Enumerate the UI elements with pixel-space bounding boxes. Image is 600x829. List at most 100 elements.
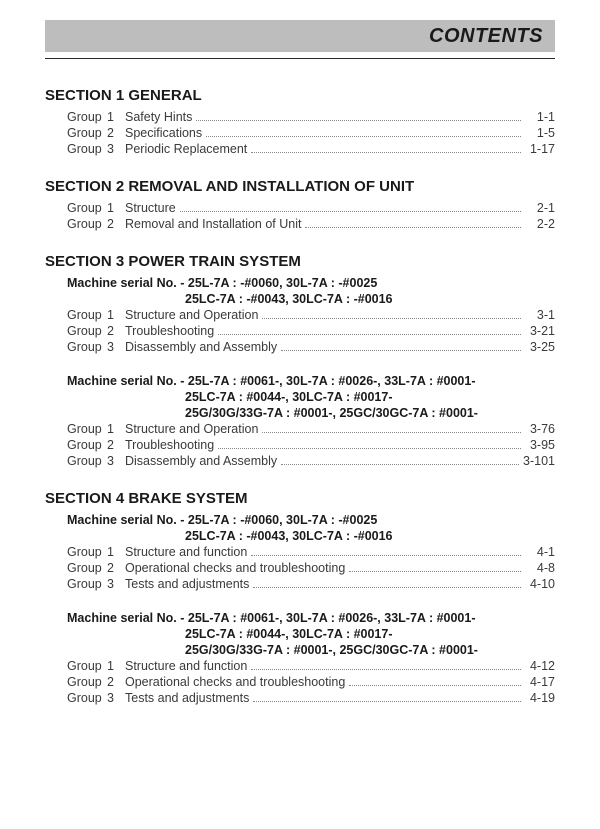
toc-entry-label: Troubleshooting (125, 438, 214, 452)
toc-entry-label: Structure (125, 201, 176, 215)
toc-page-number: 3-21 (525, 324, 555, 338)
machine-serial-note: Machine serial No. - 25L-7A : #0061-, 30… (67, 611, 555, 625)
header-title-bar: CONTENTS (45, 20, 555, 52)
toc-group-number: 3 (107, 340, 125, 354)
toc-group-number: 1 (107, 110, 125, 124)
toc-leader-dots (251, 555, 521, 556)
toc-leader-dots (180, 211, 521, 212)
toc-page-number: 4-8 (525, 561, 555, 575)
toc-row: Group1Structure and Operation3-1 (67, 308, 555, 322)
toc-entry-label: Troubleshooting (125, 324, 214, 338)
toc-row: Group2Troubleshooting 3-21 (67, 324, 555, 338)
toc-group-number: 1 (107, 422, 125, 436)
toc-row: Group2Operational checks and troubleshoo… (67, 561, 555, 575)
toc-page-number: 4-12 (525, 659, 555, 673)
toc-leader-dots (349, 685, 521, 686)
toc-page-number: 4-10 (525, 577, 555, 591)
toc-group-label: Group (67, 110, 107, 124)
toc-group-number: 2 (107, 126, 125, 140)
section-title: SECTION 1 GENERAL (45, 87, 555, 104)
toc-entry-label: Removal and Installation of Unit (125, 217, 301, 231)
machine-serial-note: Machine serial No. - 25L-7A : #0061-, 30… (67, 374, 555, 388)
toc-group-label: Group (67, 577, 107, 591)
toc-entry-label: Operational checks and troubleshooting (125, 675, 345, 689)
toc-group-label: Group (67, 217, 107, 231)
toc-page-number: 3-76 (525, 422, 555, 436)
toc-entry-label: Disassembly and Assembly (125, 454, 277, 468)
machine-serial-note: 25LC-7A : #0044-, 30LC-7A : #0017- (185, 627, 555, 641)
toc-entry-label: Specifications (125, 126, 202, 140)
toc-page-number: 1-5 (525, 126, 555, 140)
toc-group-label: Group (67, 201, 107, 215)
toc-group-label: Group (67, 691, 107, 705)
toc-page-number: 4-19 (525, 691, 555, 705)
block-spacer (45, 593, 555, 607)
toc-group-number: 2 (107, 217, 125, 231)
toc-row: Group3Periodic Replacement 1-17 (67, 142, 555, 156)
toc-leader-dots (251, 152, 521, 153)
toc-group-label: Group (67, 561, 107, 575)
toc-row: Group3Tests and adjustments 4-19 (67, 691, 555, 705)
toc-leader-dots (218, 334, 521, 335)
toc-group-label: Group (67, 545, 107, 559)
toc-group-label: Group (67, 126, 107, 140)
toc-page-number: 1-1 (525, 110, 555, 124)
toc-group-label: Group (67, 438, 107, 452)
toc-group-label: Group (67, 675, 107, 689)
toc-entry-label: Tests and adjustments (125, 691, 249, 705)
contents-body: SECTION 1 GENERALGroup1Safety Hints1-1Gr… (45, 87, 555, 705)
toc-page-number: 4-17 (525, 675, 555, 689)
toc-row: Group1Structure and function4-12 (67, 659, 555, 673)
toc-group-number: 3 (107, 454, 125, 468)
section-title: SECTION 2 REMOVAL AND INSTALLATION OF UN… (45, 178, 555, 195)
toc-leader-dots (196, 120, 521, 121)
toc-row: Group3Disassembly and Assembly3-101 (67, 454, 555, 468)
toc-leader-dots (281, 464, 519, 465)
machine-serial-note: 25G/30G/33G-7A : #0001-, 25GC/30GC-7A : … (185, 643, 555, 657)
toc-leader-dots (251, 669, 521, 670)
toc-row: Group1Structure and function4-1 (67, 545, 555, 559)
toc-leader-dots (253, 587, 521, 588)
toc-group-number: 2 (107, 675, 125, 689)
toc-leader-dots (253, 701, 521, 702)
machine-serial-note: 25LC-7A : -#0043, 30LC-7A : -#0016 (185, 529, 555, 543)
machine-serial-note: Machine serial No. - 25L-7A : -#0060, 30… (67, 513, 555, 527)
toc-group-label: Group (67, 142, 107, 156)
toc-leader-dots (218, 448, 521, 449)
machine-serial-note: 25G/30G/33G-7A : #0001-, 25GC/30GC-7A : … (185, 406, 555, 420)
toc-group-number: 3 (107, 577, 125, 591)
toc-row: Group2Removal and Installation of Unit2-… (67, 217, 555, 231)
toc-page-number: 3-95 (525, 438, 555, 452)
toc-row: Group3Disassembly and Assembly3-25 (67, 340, 555, 354)
section-title: SECTION 3 POWER TRAIN SYSTEM (45, 253, 555, 270)
toc-group-label: Group (67, 422, 107, 436)
toc-page-number: 4-1 (525, 545, 555, 559)
machine-serial-note: Machine serial No. - 25L-7A : -#0060, 30… (67, 276, 555, 290)
toc-group-label: Group (67, 340, 107, 354)
machine-serial-note: 25LC-7A : -#0043, 30LC-7A : -#0016 (185, 292, 555, 306)
toc-entry-label: Safety Hints (125, 110, 192, 124)
toc-group-number: 2 (107, 324, 125, 338)
toc-page-number: 3-101 (523, 454, 555, 468)
toc-page-number: 1-17 (525, 142, 555, 156)
toc-row: Group1Safety Hints 1-1 (67, 110, 555, 124)
toc-row: Group1Structure2-1 (67, 201, 555, 215)
toc-group-number: 1 (107, 308, 125, 322)
toc-group-number: 3 (107, 142, 125, 156)
toc-group-number: 1 (107, 201, 125, 215)
toc-leader-dots (349, 571, 521, 572)
page-title: CONTENTS (429, 25, 543, 48)
toc-leader-dots (262, 432, 521, 433)
toc-row: Group2Troubleshooting 3-95 (67, 438, 555, 452)
toc-entry-label: Periodic Replacement (125, 142, 247, 156)
toc-entry-label: Structure and Operation (125, 308, 258, 322)
toc-group-number: 2 (107, 561, 125, 575)
toc-row: Group2Operational checks and troubleshoo… (67, 675, 555, 689)
toc-group-number: 3 (107, 691, 125, 705)
section-title: SECTION 4 BRAKE SYSTEM (45, 490, 555, 507)
toc-row: Group1Structure and Operation3-76 (67, 422, 555, 436)
machine-serial-note: 25LC-7A : #0044-, 30LC-7A : #0017- (185, 390, 555, 404)
toc-group-label: Group (67, 324, 107, 338)
toc-entry-label: Tests and adjustments (125, 577, 249, 591)
toc-group-number: 2 (107, 438, 125, 452)
